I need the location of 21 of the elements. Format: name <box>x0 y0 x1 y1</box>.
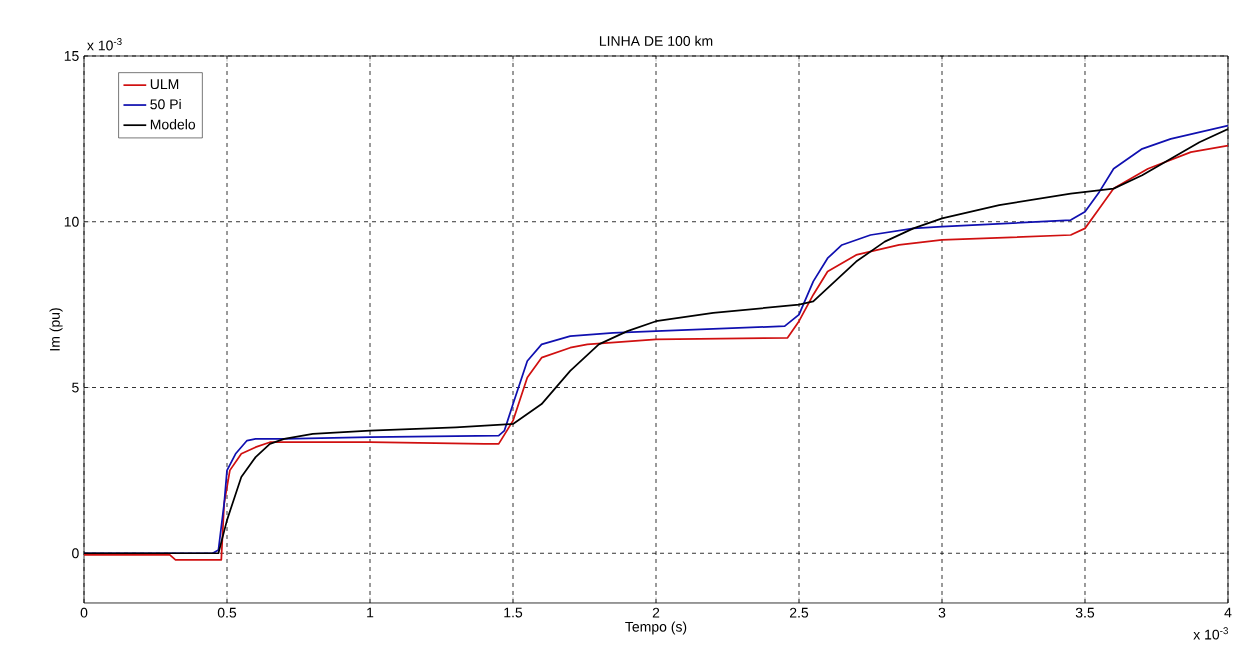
x-tick-label: 2.5 <box>789 607 809 618</box>
x-tick-label: 2 <box>652 607 660 618</box>
x-tick-label: 1.5 <box>504 607 523 618</box>
x-tick-label: 1 <box>367 607 374 618</box>
legend-label: Modelo <box>150 119 196 130</box>
y-axis-title: Im (pu) <box>49 308 63 351</box>
y-tick-label: 5 <box>72 382 79 393</box>
x-tick-label: 3 <box>938 607 946 618</box>
x-tick-label: 0 <box>80 607 88 618</box>
y-tick-label: 0 <box>72 548 79 559</box>
x-tick-label: 0.5 <box>217 607 237 618</box>
chart-title: LINHA DE 100 km <box>599 35 713 46</box>
legend-label: ULM <box>150 79 179 90</box>
y-tick-label: 10 <box>64 216 79 227</box>
text: x 10$^{-3}$ <box>87 38 122 51</box>
legend-label: 50 Pi <box>150 98 181 110</box>
x-axis-title: Tempo (s) <box>625 621 687 635</box>
x-tick-label: 3.5 <box>1075 607 1095 618</box>
text: x 10$^{-3}$ <box>1193 627 1228 640</box>
x-tick-label: 4 <box>1224 607 1232 618</box>
y-tick-label: 15 <box>64 51 79 61</box>
